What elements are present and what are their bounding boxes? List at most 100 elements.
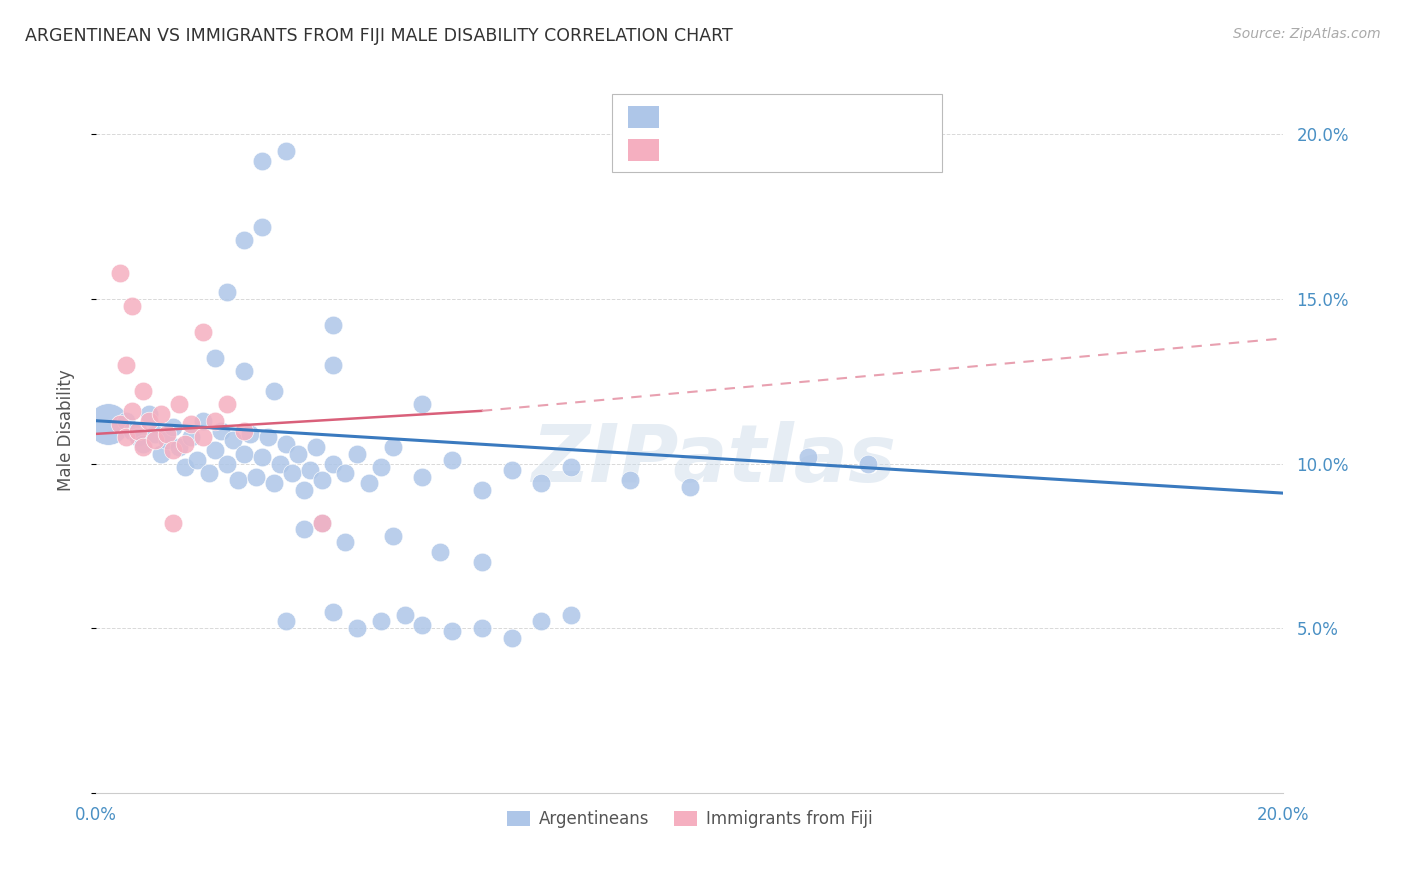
- Point: [145, 434, 167, 448]
- Point: [381, 529, 404, 543]
- Point: [530, 476, 553, 491]
- Point: [298, 463, 321, 477]
- Point: [174, 436, 197, 450]
- Point: [322, 358, 344, 372]
- Point: [471, 621, 494, 635]
- Point: [245, 469, 267, 483]
- Point: [501, 463, 523, 477]
- Point: [180, 417, 202, 431]
- Point: [370, 459, 392, 474]
- Point: [346, 621, 368, 635]
- Point: [174, 459, 197, 474]
- Text: ARGENTINEAN VS IMMIGRANTS FROM FIJI MALE DISABILITY CORRELATION CHART: ARGENTINEAN VS IMMIGRANTS FROM FIJI MALE…: [25, 27, 733, 45]
- Point: [191, 430, 214, 444]
- Point: [156, 426, 179, 441]
- Point: [257, 430, 280, 444]
- Point: [274, 436, 297, 450]
- Point: [501, 631, 523, 645]
- Text: Source: ZipAtlas.com: Source: ZipAtlas.com: [1233, 27, 1381, 41]
- Point: [411, 469, 433, 483]
- Point: [191, 325, 214, 339]
- Point: [228, 473, 250, 487]
- Point: [121, 424, 143, 438]
- Point: [204, 414, 226, 428]
- Point: [215, 397, 238, 411]
- Point: [441, 624, 464, 639]
- Y-axis label: Male Disability: Male Disability: [58, 369, 75, 491]
- Point: [411, 617, 433, 632]
- Point: [221, 434, 243, 448]
- Point: [204, 351, 226, 366]
- Point: [233, 233, 256, 247]
- Point: [114, 358, 136, 372]
- Point: [560, 607, 582, 622]
- Point: [292, 522, 315, 536]
- Point: [127, 424, 149, 438]
- Point: [370, 615, 392, 629]
- Text: ZIPatlas: ZIPatlas: [531, 420, 896, 499]
- Point: [233, 447, 256, 461]
- Point: [162, 516, 184, 530]
- Point: [97, 417, 120, 431]
- Point: [150, 407, 173, 421]
- Point: [560, 459, 582, 474]
- Point: [108, 417, 131, 431]
- Point: [856, 457, 879, 471]
- Text: N = 78: N = 78: [786, 110, 841, 125]
- Point: [441, 453, 464, 467]
- Point: [311, 516, 333, 530]
- Point: [274, 615, 297, 629]
- Point: [186, 453, 208, 467]
- Point: [304, 440, 326, 454]
- Point: [132, 436, 155, 450]
- Point: [138, 414, 160, 428]
- Point: [197, 467, 219, 481]
- Point: [269, 457, 291, 471]
- Point: [114, 430, 136, 444]
- Point: [121, 404, 143, 418]
- Point: [127, 430, 149, 444]
- Legend: Argentineans, Immigrants from Fiji: Argentineans, Immigrants from Fiji: [501, 804, 879, 835]
- Point: [292, 483, 315, 497]
- Point: [263, 476, 285, 491]
- Point: [287, 447, 309, 461]
- Point: [429, 545, 451, 559]
- Point: [322, 318, 344, 333]
- Point: [357, 476, 380, 491]
- Point: [233, 424, 256, 438]
- Point: [274, 144, 297, 158]
- Point: [346, 447, 368, 461]
- Point: [215, 457, 238, 471]
- Point: [411, 397, 433, 411]
- Point: [162, 420, 184, 434]
- Point: [250, 153, 273, 168]
- Point: [322, 457, 344, 471]
- Point: [108, 266, 131, 280]
- Point: [263, 384, 285, 398]
- Point: [311, 473, 333, 487]
- Point: [114, 414, 136, 428]
- Point: [204, 443, 226, 458]
- Point: [209, 424, 232, 438]
- Point: [239, 426, 262, 441]
- Point: [394, 607, 416, 622]
- Point: [191, 414, 214, 428]
- Point: [121, 298, 143, 312]
- Point: [132, 384, 155, 398]
- Point: [335, 535, 357, 549]
- Point: [250, 219, 273, 234]
- Point: [381, 440, 404, 454]
- Text: N = 24: N = 24: [786, 143, 841, 158]
- Point: [156, 434, 179, 448]
- Point: [138, 407, 160, 421]
- Point: [335, 467, 357, 481]
- Point: [250, 450, 273, 464]
- Point: [311, 516, 333, 530]
- Point: [619, 473, 641, 487]
- Point: [281, 467, 304, 481]
- Point: [162, 443, 184, 458]
- Point: [233, 364, 256, 378]
- Point: [167, 440, 190, 454]
- Point: [215, 285, 238, 300]
- Point: [678, 479, 700, 493]
